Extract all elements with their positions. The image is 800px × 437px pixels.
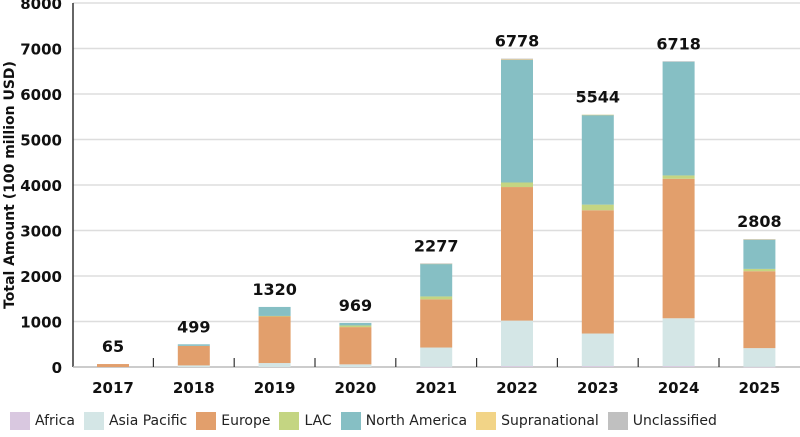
bar-segment-asia-pacific (420, 347, 453, 367)
legend-label: Africa (35, 413, 75, 429)
bar-segment-europe (258, 316, 291, 364)
legend-swatch (340, 412, 361, 430)
x-tick-label: 2018 (173, 379, 215, 397)
bar-segment-unclassified (662, 61, 695, 62)
bar-segment-lac (420, 296, 453, 300)
legend-label: Asia Pacific (108, 413, 188, 429)
bar-segment-unclassified (501, 58, 533, 60)
bar-segment-asia-pacific (581, 333, 614, 367)
y-tick-label: 3000 (20, 223, 62, 241)
legend-item: Supranational (476, 412, 599, 430)
bar-segment-europe (420, 299, 453, 348)
x-tick-label: 2025 (739, 379, 781, 397)
bar-segment-europe (501, 187, 533, 321)
bar-segment-africa (420, 366, 453, 368)
legend-label: Supranational (501, 413, 599, 429)
bar-segment-asia-pacific (501, 320, 533, 367)
bar-segment-europe (177, 345, 210, 366)
total-data-label: 6778 (495, 32, 540, 51)
total-data-label: 2808 (737, 212, 782, 231)
bar-segment-north-america (501, 59, 533, 183)
legend-item: LAC (279, 412, 332, 430)
bar-segment-europe (581, 210, 614, 334)
legend-swatch (196, 412, 217, 430)
x-tick-label: 2017 (92, 379, 134, 397)
bar-segment-supranational (581, 114, 614, 116)
legend-swatch (83, 412, 104, 430)
x-tick-label: 2024 (658, 379, 700, 397)
bar-segment-africa (581, 366, 614, 367)
y-tick-label: 0 (52, 359, 62, 377)
legend-item: North America (340, 412, 468, 430)
bar-segment-supranational (501, 59, 533, 61)
bar-segment-asia-pacific (177, 365, 210, 367)
bar-segment-north-america (177, 344, 210, 346)
total-data-label: 1320 (252, 280, 297, 299)
x-tick-label: 2021 (415, 379, 457, 397)
legend-item: Unclassified (607, 412, 717, 430)
legend-swatch (476, 412, 497, 430)
total-data-label: 2277 (414, 236, 459, 255)
bar-segment-north-america (258, 306, 291, 316)
bar-segment-lac (743, 268, 776, 272)
legend-item: Asia Pacific (83, 412, 188, 430)
bar-segment-africa (743, 366, 776, 368)
bar-segment-africa (662, 366, 695, 367)
bar-segment-north-america (339, 322, 372, 326)
bar-segment-asia-pacific (743, 348, 776, 367)
bar-segment-europe (662, 178, 695, 319)
bar-segment-north-america (662, 61, 695, 176)
bar-segment-europe (743, 271, 776, 349)
bar-segment-lac (662, 175, 695, 179)
bar-segment-lac (501, 182, 533, 188)
legend: Africa Asia Pacific Europe LAC North America… (10, 412, 726, 430)
legend-label: Unclassified (632, 413, 717, 429)
bar-segment-africa (501, 366, 533, 367)
total-data-label: 5544 (576, 88, 621, 107)
bar-segment-asia-pacific (258, 363, 291, 367)
y-axis-label: Total Amount (100 million USD) (2, 61, 18, 309)
x-tick-label: 2022 (496, 379, 538, 397)
y-tick-label: 1000 (20, 314, 62, 332)
total-data-label: 499 (177, 317, 210, 336)
y-tick-label: 7000 (20, 41, 62, 59)
bar-segment-lac (581, 204, 614, 211)
bar-segment-north-america (581, 114, 614, 205)
bar-segment-north-america (743, 239, 776, 269)
bar-segment-asia-pacific (339, 364, 372, 367)
x-tick-label: 2020 (335, 379, 377, 397)
legend-item: Europe (196, 412, 270, 430)
y-tick-label: 2000 (20, 268, 62, 286)
legend-label: Europe (221, 413, 271, 429)
bar-segment-europe (339, 327, 372, 365)
legend-item: Africa (10, 412, 75, 430)
bar-segment-lac (339, 325, 372, 328)
total-data-label: 969 (339, 296, 372, 315)
bar-segment-asia-pacific (662, 318, 695, 367)
total-data-label: 65 (102, 337, 124, 356)
bar-segment-lac (258, 315, 291, 317)
y-tick-label: 8000 (20, 0, 62, 13)
legend-label: LAC (304, 413, 332, 429)
bar-segment-unclassified (743, 239, 776, 240)
bar-segment-europe (97, 364, 129, 367)
total-data-label: 6718 (656, 34, 701, 53)
x-tick-label: 2019 (254, 379, 296, 397)
y-tick-label: 6000 (20, 86, 62, 104)
legend-label: North America (365, 413, 468, 429)
legend-swatch (279, 412, 300, 430)
y-tick-label: 5000 (20, 132, 62, 150)
legend-swatch (10, 412, 30, 430)
bar-segment-north-america (420, 263, 453, 297)
y-tick-label: 4000 (20, 177, 62, 195)
stacked-bar-chart: 0 1000 2000 3000 4000 5000 6000 7000 8000 Total A… (2, 0, 800, 397)
x-tick-label: 2023 (577, 379, 619, 397)
bar-segment-unclassified (420, 263, 453, 264)
legend-swatch (607, 412, 628, 430)
